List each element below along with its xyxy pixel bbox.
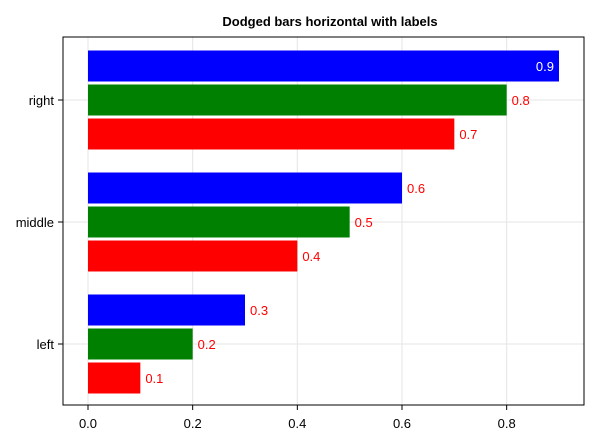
bar [88,118,455,150]
x-tick-label: 0.6 [393,416,411,431]
bar [88,206,350,238]
x-tick-label: 0.8 [498,416,516,431]
bar [88,362,141,394]
bar [88,328,193,360]
bar-value-label: 0.5 [355,215,373,230]
plot-frame [62,36,585,406]
y-tick-label: middle [16,215,54,230]
bar [88,172,402,204]
x-tick-label: 0.4 [288,416,306,431]
bar [88,50,559,82]
bar-value-label: 0.8 [512,93,530,108]
bar [88,294,245,326]
y-tick-label: right [29,93,55,108]
bars [88,50,559,394]
y-tick-label: left [37,337,55,352]
x-tick-label: 0.0 [79,416,97,431]
bar-value-label: 0.3 [250,303,268,318]
x-tick-label: 0.2 [184,416,202,431]
chart-title: Dodged bars horizontal with labels [222,14,437,29]
bar-value-label: 0.4 [302,249,320,264]
bar [88,84,507,116]
bar-value-label: 0.2 [198,337,216,352]
bar-value-label: 0.9 [536,59,554,74]
bar-value-label: 0.1 [145,371,163,386]
x-axis-ticks: 0.0 0.2 0.4 0.6 0.8 [79,405,516,431]
bar-value-label: 0.6 [407,181,425,196]
bar-value-label: 0.7 [459,127,477,142]
data-labels: 0.1 0.4 0.7 0.2 0.5 0.8 0.3 0.6 0.9 [145,59,554,386]
y-axis-ticks: left middle right [16,93,63,352]
bar [88,240,298,272]
